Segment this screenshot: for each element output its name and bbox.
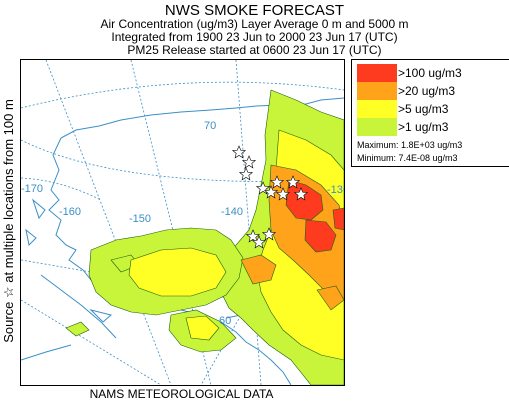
- subtitle-concentration: Air Concentration (ug/m3) Layer Average …: [100, 17, 409, 31]
- contour-gt20-east: [316, 285, 344, 311]
- longitude-line-e: [21, 299, 162, 385]
- legend-swatch: [357, 100, 397, 118]
- longitude-label-150: -150: [129, 213, 151, 225]
- legend-item: >100 ug/m3: [357, 64, 507, 82]
- longitude-line-a: [45, 60, 172, 385]
- source-star: [238, 167, 254, 181]
- legend-minimum: Minimum: 7.4E-08 ug/m3: [357, 153, 458, 163]
- legend-label: >100 ug/m3: [398, 66, 462, 80]
- legend-item: >5 ug/m3: [357, 100, 507, 118]
- contour-gt1-isle: [65, 321, 90, 337]
- longitude-label-130: -130: [327, 184, 344, 196]
- legend-maximum: Maximum: 1.8E+03 ug/m3: [357, 140, 463, 150]
- source-star: [251, 235, 267, 249]
- subtitle-release: PM25 Release started at 0600 23 Jun 17 (…: [127, 43, 382, 57]
- contour-gt100-a: [285, 179, 324, 221]
- subtitle-integration: Integrated from 1900 23 Jun to 2000 23 J…: [111, 30, 398, 44]
- source-star: [269, 175, 285, 189]
- legend-item: >20 ug/m3: [357, 82, 507, 100]
- source-side-label: Source ☆ at multiple locations from 100 …: [1, 99, 16, 343]
- source-star: [293, 187, 309, 201]
- meteorological-data-label: NAMS METEOROLOGICAL DATA: [89, 387, 274, 401]
- source-markers: [231, 145, 309, 249]
- legend-swatch: [357, 64, 397, 82]
- page-title: NWS SMOKE FORECAST: [164, 2, 345, 19]
- source-star: [263, 185, 279, 199]
- legend-swatch: [357, 82, 397, 100]
- longitude-label-160: -160: [59, 206, 81, 218]
- latitude-line-north: [21, 177, 102, 201]
- legend-label: >1 ug/m3: [398, 120, 449, 134]
- legend-item: >1 ug/m3: [357, 118, 507, 136]
- source-star: [275, 187, 291, 201]
- legend-swatch: [357, 118, 397, 136]
- latitude-label-60: 60: [219, 315, 231, 327]
- contour-gt20-south: [240, 254, 277, 285]
- source-star: [245, 229, 261, 243]
- longitude-label-170: -170: [21, 183, 43, 195]
- legend-label: >20 ug/m3: [398, 84, 456, 98]
- source-star: [261, 227, 277, 241]
- contour-gt100-b: [304, 219, 337, 253]
- legend-label: >5 ug/m3: [398, 102, 449, 116]
- source-star: [285, 175, 301, 189]
- concentration-legend: >100 ug/m3 >20 ug/m3 >5 ug/m3 >1 ug/m3 M…: [351, 59, 509, 167]
- source-star: [241, 155, 257, 169]
- latitude-label-70: 70: [204, 120, 216, 132]
- latitude-line-60: [21, 259, 344, 323]
- contour-gt100-c: [332, 207, 344, 231]
- map-canvas: -170 -160 -150 -140 -130 70 60: [21, 60, 344, 385]
- contour-gt5-south: [128, 247, 227, 297]
- smoke-contours: [65, 89, 344, 385]
- source-star: [231, 145, 247, 159]
- smoke-map: -170 -160 -150 -140 -130 70 60: [20, 59, 345, 386]
- longitude-label-140: -140: [221, 206, 243, 218]
- contour-gt5-coast: [185, 315, 220, 341]
